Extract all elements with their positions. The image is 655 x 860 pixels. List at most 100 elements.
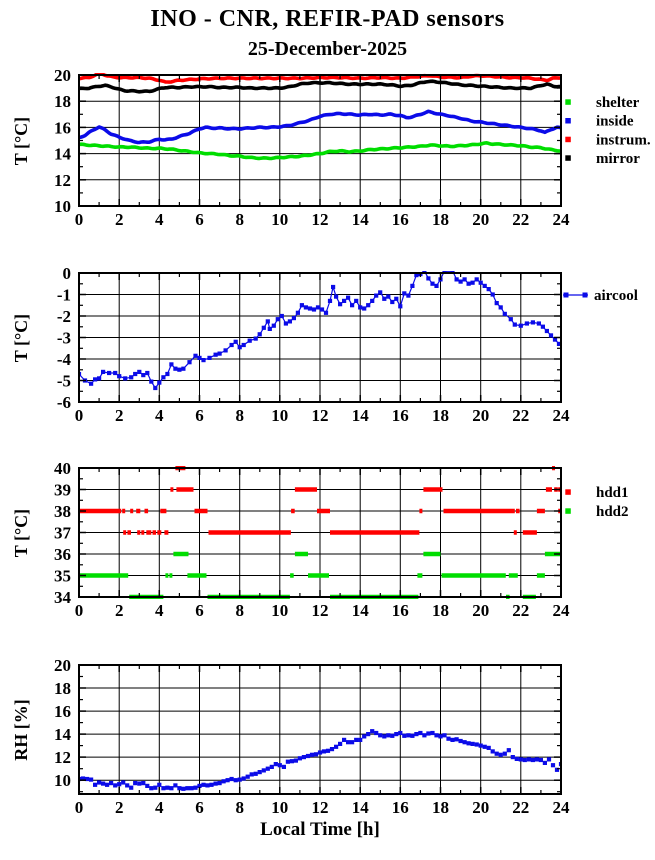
axis-text: 14 [54,145,72,164]
series-mirror [78,79,562,94]
axis-text: 20 [472,798,489,817]
axis-text: 8 [235,601,244,620]
plot2-ylabel: T [°C] [11,314,31,362]
axis-text: 20 [54,656,71,675]
plot4-frame [78,664,562,795]
axis-text: 0 [75,210,84,229]
axis-text: 0 [75,601,84,620]
axis-text: 20 [472,406,489,425]
axis-text: 10 [271,210,288,229]
axis-text: 12 [54,748,71,767]
axis-text: 16 [392,798,409,817]
axis-text: 16 [392,210,409,229]
axis-text: 10 [271,601,288,620]
plot3-ylabel: T [°C] [11,509,31,557]
axis-text: 22 [512,798,529,817]
axis-text: 6 [195,798,204,817]
axis-text: instrum. [596,132,651,148]
axis-text: 35 [54,567,71,586]
axis-text: 0 [75,406,84,425]
axis-text: 18 [54,92,71,111]
axis-text: 22 [512,210,529,229]
series-shelter [78,141,562,161]
chart-subtitle: 25-December-2025 [247,38,408,60]
axis-text: shelter [596,95,640,111]
axis-text: 22 [512,406,529,425]
axis-text: 18 [432,601,449,620]
axis-text: hdd2 [596,504,629,520]
plot1-frame [78,74,562,207]
axis-text: 18 [432,798,449,817]
axis-text: 16 [54,118,71,137]
chart-title: INO - CNR, REFIR-PAD sensors [150,6,505,32]
axis-text: 14 [54,725,72,744]
axis-text: 24 [553,601,571,620]
axis-text: 22 [512,601,529,620]
series-inside [78,109,562,145]
axis-text: 2 [115,601,124,620]
axis-text: 24 [553,798,571,817]
plot1-legend: shelter inside instrum. mirror [565,95,651,167]
axis-text: 4 [155,210,164,229]
plot4-series [78,729,562,791]
axis-text: 2 [115,406,124,425]
axis-text: 20 [54,66,71,85]
axis-text: 6 [195,210,204,229]
axis-text: 37 [54,524,72,543]
axis-text: 10 [54,771,71,790]
axis-text: 16 [392,406,409,425]
plot2-series [78,271,562,391]
axis-text: 6 [195,601,204,620]
axis-text: -2 [57,307,71,326]
axis-text: 34 [54,588,72,607]
axis-text: 16 [54,702,71,721]
plot2-frame [78,272,562,403]
axis-text: 20 [472,210,489,229]
axis-text: 8 [235,798,244,817]
axis-text: 18 [54,679,71,698]
axis-text: 24 [553,406,571,425]
axis-text: 6 [195,406,204,425]
axis-text: 14 [352,406,370,425]
axis-text: 4 [155,601,164,620]
axis-text: aircool [594,288,638,304]
axis-text: 12 [312,210,329,229]
plot4-grid [78,664,562,794]
plot2-tick-labels: 0 2 4 6 8 10 12 14 16 18 20 22 24-6-5-4-3-2-10 [57,264,570,425]
axis-text: 12 [312,406,329,425]
plot1-ylabel: T [°C] [11,117,31,165]
axis-text: 12 [54,171,71,190]
axis-text: 40 [54,459,71,478]
series-aircool-markers [78,271,562,391]
axis-text: 0 [63,264,72,283]
axis-text: 14 [352,601,370,620]
xaxis-label: Local Time [h] [260,819,380,840]
plot2-legend: aircool [563,288,638,304]
plot4-ylabel: RH [%] [11,699,31,761]
axis-text: 2 [115,210,124,229]
axis-text: 24 [553,210,571,229]
plot3-legend: hdd1 hdd2 [565,485,629,520]
axis-text: -1 [57,286,71,305]
axis-text: 4 [155,406,164,425]
axis-text: 0 [75,798,84,817]
axis-text: 16 [392,601,409,620]
axis-text: 12 [312,798,329,817]
axis-text: -3 [57,329,71,348]
axis-text: mirror [596,151,640,167]
axis-text: 8 [235,406,244,425]
axis-text: 14 [352,798,370,817]
axis-text: hdd1 [596,485,629,501]
axis-text: 2 [115,798,124,817]
axis-text: inside [596,114,634,130]
axis-text: 8 [235,210,244,229]
axis-text: 38 [54,502,71,521]
axis-text: -6 [57,393,71,412]
axis-text: 10 [54,197,71,216]
